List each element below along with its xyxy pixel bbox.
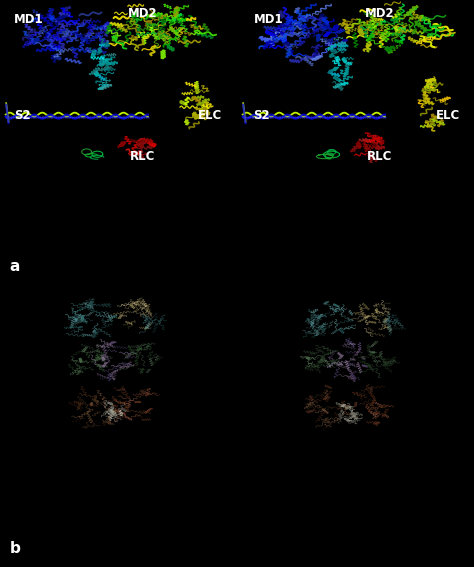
Text: MD2: MD2 [365, 7, 394, 20]
Text: ELC: ELC [198, 109, 222, 122]
Text: RLC: RLC [129, 150, 155, 163]
Text: a: a [9, 259, 20, 274]
Text: RLC: RLC [366, 150, 392, 163]
Text: MD2: MD2 [128, 7, 157, 20]
Text: ELC: ELC [436, 109, 460, 122]
Text: MD1: MD1 [254, 13, 283, 26]
Text: b: b [9, 541, 20, 556]
Text: MD1: MD1 [14, 13, 44, 26]
Text: S2: S2 [254, 109, 270, 122]
Text: S2: S2 [14, 109, 31, 122]
